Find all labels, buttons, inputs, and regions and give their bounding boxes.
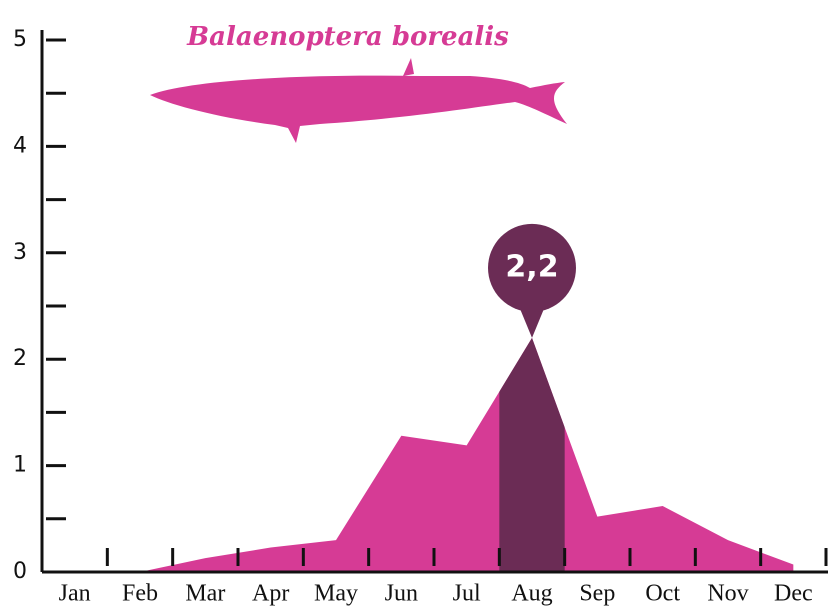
x-tick-label: Apr	[252, 581, 289, 607]
x-tick-label: Jul	[453, 581, 481, 607]
value-label: 2,2	[505, 249, 558, 284]
x-tick-label: Jan	[59, 581, 91, 607]
y-tick-label: 5	[13, 27, 27, 52]
x-tick-label: Nov	[707, 581, 748, 607]
x-tick-label: Oct	[645, 581, 680, 607]
area	[75, 338, 794, 572]
y-tick-label: 2	[13, 346, 27, 371]
y-tick-label: 1	[13, 453, 27, 478]
plot-area: 2,2	[75, 224, 794, 572]
chart: Balaenoptera borealis 2,2 0 1 2 3 4 5 Jan Feb Ma…	[0, 0, 828, 612]
y-tick-label: 0	[13, 559, 27, 584]
x-tick-label: Feb	[122, 581, 158, 607]
chart-title: Balaenoptera borealis	[186, 22, 509, 52]
whale-silhouette	[150, 58, 567, 143]
x-tick-label: Sep	[579, 581, 615, 607]
y-tick-label: 4	[13, 133, 27, 158]
x-tick-label: May	[314, 581, 358, 607]
x-tick-label: Mar	[185, 581, 225, 607]
x-tick-label: Aug	[511, 581, 552, 607]
x-tick-label: Jun	[385, 581, 418, 607]
x-tick-label: Dec	[774, 581, 813, 607]
y-tick-label: 3	[13, 240, 27, 265]
